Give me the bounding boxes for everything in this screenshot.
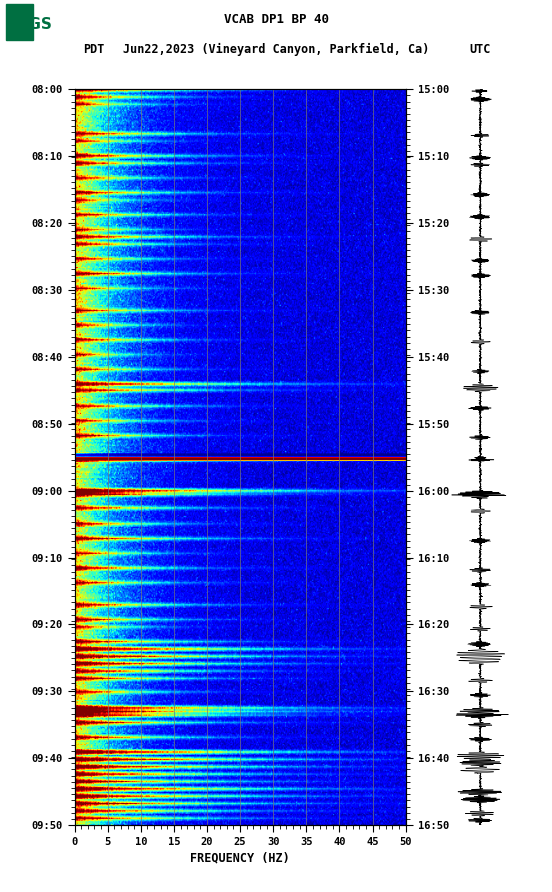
X-axis label: FREQUENCY (HZ): FREQUENCY (HZ) bbox=[190, 851, 290, 864]
Text: PDT: PDT bbox=[83, 43, 104, 55]
Text: Jun22,2023 (Vineyard Canyon, Parkfield, Ca): Jun22,2023 (Vineyard Canyon, Parkfield, … bbox=[123, 43, 429, 55]
Text: USGS: USGS bbox=[6, 17, 52, 31]
Bar bbox=[6, 4, 33, 40]
Text: VCAB DP1 BP 40: VCAB DP1 BP 40 bbox=[224, 13, 328, 26]
Text: ■: ■ bbox=[6, 12, 30, 36]
Text: UTC: UTC bbox=[470, 43, 491, 55]
